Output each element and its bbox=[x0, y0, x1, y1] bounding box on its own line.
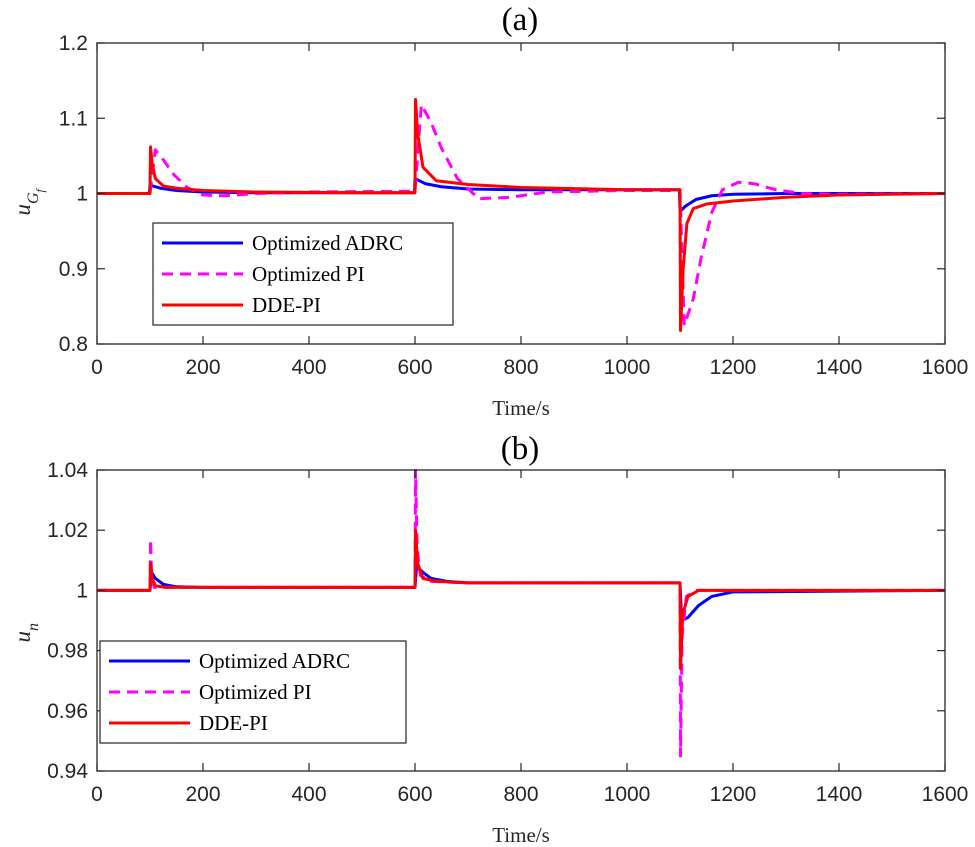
y-tick-label: 1 bbox=[76, 579, 88, 602]
x-axis-label: Time/s bbox=[492, 396, 550, 420]
legend: Optimized ADRC Optimized PI DDE-PI bbox=[152, 222, 454, 326]
x-tick-label: 1600 bbox=[922, 356, 969, 379]
legend-box bbox=[152, 222, 454, 326]
y-tick-label: 0.94 bbox=[47, 760, 88, 783]
legend-entry: Optimized ADRC bbox=[252, 231, 403, 255]
y-axis-label: uGf bbox=[10, 187, 47, 215]
x-tick-label: 1400 bbox=[816, 356, 863, 379]
y-axis-label: un bbox=[10, 623, 42, 643]
y-tick-label: 0.8 bbox=[59, 333, 88, 356]
chart-panel-b: 0 200 400 600 800 1000 1200 1400 1600 0.94 0.96 0.9… bbox=[10, 431, 968, 847]
x-tick-label: 400 bbox=[291, 783, 326, 806]
x-tick-label: 400 bbox=[291, 356, 326, 379]
series-line-dde-pi bbox=[97, 528, 945, 671]
legend-entry: Optimized PI bbox=[199, 680, 312, 704]
x-tick-label: 1000 bbox=[604, 356, 651, 379]
y-tick-label: 1.04 bbox=[47, 459, 88, 482]
legend-entry: DDE-PI bbox=[199, 711, 268, 735]
x-tick-label: 0 bbox=[91, 783, 103, 806]
legend-entry: Optimized PI bbox=[252, 262, 365, 286]
x-axis-label: Time/s bbox=[492, 823, 550, 847]
y-tick-label: 0.98 bbox=[47, 640, 88, 663]
chart-title: (b) bbox=[501, 431, 539, 467]
x-tick-label: 800 bbox=[503, 356, 538, 379]
chart-panel-a: 0 200 400 600 800 1000 1200 1400 1600 0.8 0.9 1 1.1 1… bbox=[10, 2, 968, 420]
y-tick-label: 1.2 bbox=[59, 32, 88, 55]
y-axis-label-subsubscript: f bbox=[33, 187, 47, 192]
x-tick-label: 200 bbox=[185, 356, 220, 379]
y-axis-label-var: u bbox=[10, 204, 35, 216]
chart-title: (a) bbox=[502, 2, 539, 38]
legend-entry: DDE-PI bbox=[252, 293, 321, 317]
y-axis-label-var: u bbox=[10, 631, 35, 643]
x-tick-label: 0 bbox=[91, 356, 103, 379]
series-line-optimized-adrc bbox=[97, 176, 945, 212]
x-tick-label: 600 bbox=[397, 356, 432, 379]
series-line-optimized-pi bbox=[97, 469, 945, 758]
y-tick-label: 1.02 bbox=[47, 519, 88, 542]
x-tick-label: 1200 bbox=[710, 783, 757, 806]
y-tick-label: 0.9 bbox=[59, 258, 88, 281]
x-tick-label: 1200 bbox=[710, 356, 757, 379]
x-tick-label: 800 bbox=[503, 783, 538, 806]
x-tick-label: 1600 bbox=[922, 783, 969, 806]
x-tick-label: 1000 bbox=[604, 783, 651, 806]
x-tick-label: 1400 bbox=[816, 783, 863, 806]
series-line-optimized-pi bbox=[97, 103, 945, 327]
y-axis-label-subscript: n bbox=[25, 623, 42, 631]
x-tick-label: 200 bbox=[185, 783, 220, 806]
legend: Optimized ADRC Optimized PI DDE-PI bbox=[99, 640, 407, 744]
y-tick-label: 1.1 bbox=[59, 107, 88, 130]
y-tick-label: 0.96 bbox=[47, 700, 88, 723]
y-axis-label-subscript: G bbox=[25, 192, 42, 204]
y-tick-label: 1 bbox=[76, 183, 88, 206]
series-line-dde-pi bbox=[97, 97, 945, 332]
x-tick-label: 600 bbox=[397, 783, 432, 806]
legend-entry: Optimized ADRC bbox=[199, 649, 350, 673]
series-line-optimized-adrc bbox=[97, 564, 945, 622]
